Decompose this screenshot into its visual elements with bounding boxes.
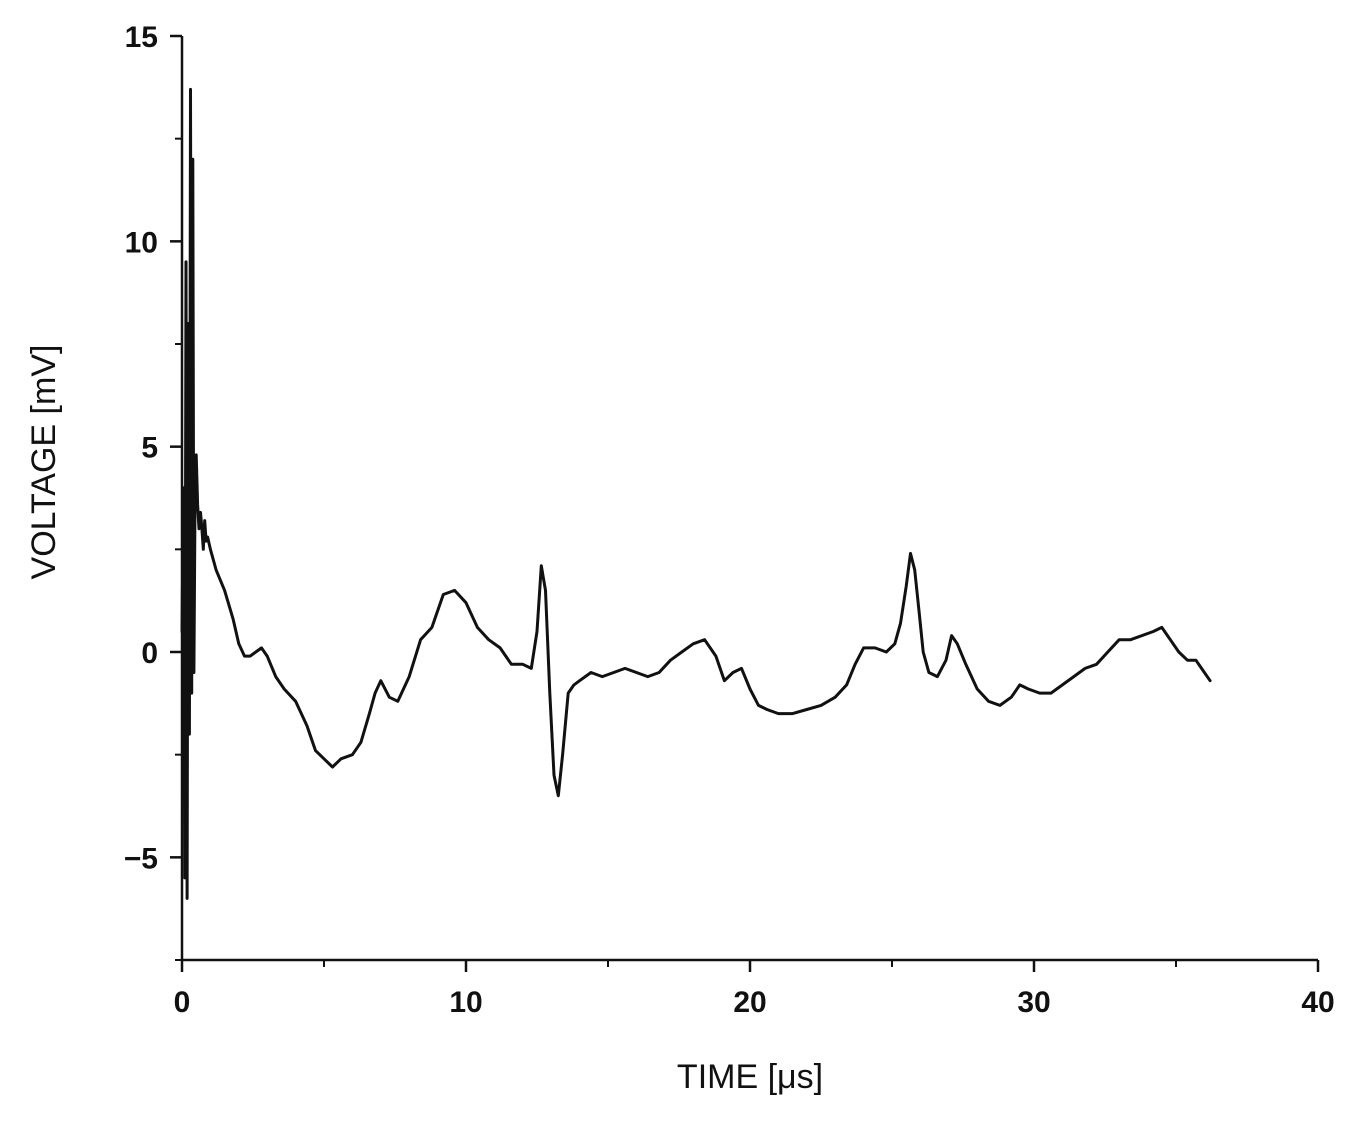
x-tick-label: 20 [733, 986, 766, 1019]
x-tick-label: 30 [1017, 986, 1050, 1019]
x-tick-labels: 0 10 20 30 40 [174, 986, 1335, 1019]
y-axis-title: VOLTAGE [mV] [25, 345, 63, 580]
x-tick-label: 0 [174, 986, 191, 1019]
x-tick-label: 40 [1301, 986, 1334, 1019]
y-tick-label: −5 [124, 842, 158, 875]
x-major-ticks [180, 960, 1320, 972]
x-axis-title: TIME [μs] [677, 1058, 823, 1096]
y-tick-label: 0 [141, 637, 158, 670]
series-line-voltage-trace [180, 87, 1212, 900]
y-tick-label: 5 [141, 432, 158, 465]
x-tick-label: 10 [449, 986, 482, 1019]
y-major-ticks [170, 34, 182, 859]
y-tick-label: 15 [125, 21, 158, 54]
y-tick-labels: −5 0 5 10 15 [124, 21, 158, 875]
y-tick-label: 10 [125, 226, 158, 259]
